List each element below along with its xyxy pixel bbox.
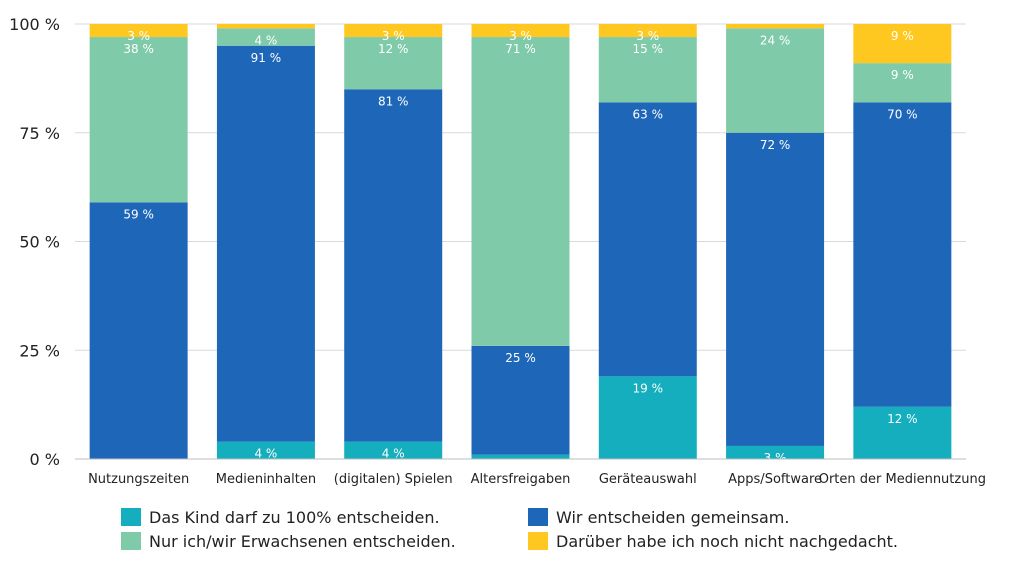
y-tick-label: 25 % (19, 341, 60, 360)
bar-segment (726, 132, 825, 446)
data-label: 81 % (378, 94, 409, 108)
legend-entry: Das Kind darf zu 100% entscheiden. (149, 508, 440, 527)
x-category-label: Medieninhalten (216, 472, 316, 487)
x-category-label: Apps/Software (728, 472, 822, 487)
bar-segment (89, 202, 188, 459)
x-category-label: (digitalen) Spielen (334, 472, 453, 487)
bar-segment (216, 45, 315, 442)
x-category-label: Orten der Mediennutzung (819, 472, 986, 487)
bar-segment (853, 24, 952, 64)
bar-segment (598, 376, 697, 459)
bar-segment (89, 24, 188, 38)
y-tick-label: 50 % (19, 233, 60, 252)
bar-segment (344, 24, 443, 38)
data-label: 91 % (251, 51, 282, 65)
data-label: 24 % (760, 33, 791, 47)
bar-segment (726, 24, 825, 29)
data-label: 9 % (891, 68, 914, 82)
bar-segment (598, 24, 697, 38)
data-label: 3 % (127, 29, 150, 43)
data-label: 72 % (760, 138, 791, 152)
bar-segment (216, 24, 315, 29)
data-label: 25 % (505, 351, 536, 365)
bar-segment (344, 37, 443, 90)
bar-segment (853, 102, 952, 407)
bar-segment (471, 454, 570, 459)
bar-segment (598, 102, 697, 377)
bar-segment (471, 37, 570, 346)
data-label: 1 % (509, 460, 532, 474)
y-tick-label: 0 % (30, 450, 60, 469)
bar-segment (216, 28, 315, 46)
data-label: 4 % (382, 447, 405, 461)
data-label: 63 % (633, 107, 664, 121)
bar-segment (853, 63, 952, 103)
data-label: 12 % (887, 412, 918, 426)
bar-segment (853, 406, 952, 459)
legend-entry: Wir entscheiden gemeinsam. (556, 508, 789, 527)
bar-segment (471, 345, 570, 455)
data-label: 19 % (633, 381, 664, 395)
data-label: 38 % (123, 42, 154, 56)
bar-segment (598, 37, 697, 103)
data-label: 9 % (891, 29, 914, 43)
legend-entry: Nur ich/wir Erwachsenen entscheiden. (149, 532, 456, 551)
data-label: 3 % (382, 29, 405, 43)
bar-segment (344, 441, 443, 459)
legend-swatch (121, 532, 141, 550)
bar-segment (726, 445, 825, 459)
data-label: 12 % (378, 42, 409, 56)
legend-swatch (528, 508, 548, 526)
data-label-layer: 59 %38 %3 %4 %91 %4 %4 %81 %12 %3 %1 %25… (123, 29, 917, 474)
legend: Das Kind darf zu 100% entscheiden. Wir en… (121, 508, 898, 551)
y-tick-label: 100 % (9, 15, 60, 34)
bar-segment (89, 37, 188, 203)
data-label: 70 % (887, 107, 918, 121)
legend-swatch (528, 532, 548, 550)
data-label: 59 % (123, 207, 154, 221)
data-label: 71 % (505, 42, 536, 56)
axis-layer: 0 % 25 % 50 % 75 % 100 % Nutzungszeiten Medien… (9, 15, 986, 487)
x-category-label: Altersfreigaben (471, 472, 571, 487)
bar-segment (344, 89, 443, 442)
legend-swatch (121, 508, 141, 526)
legend-entry: Darüber habe ich noch nicht nachgedacht. (556, 532, 898, 551)
bar-segment (726, 28, 825, 133)
data-label: 4 % (254, 33, 277, 47)
data-label: 3 % (764, 451, 787, 465)
x-category-label: Nutzungszeiten (88, 472, 189, 487)
data-label: 3 % (636, 29, 659, 43)
bar-layer (89, 24, 952, 459)
bar-segment (216, 441, 315, 459)
bar-segment (471, 24, 570, 38)
data-label: 4 % (254, 447, 277, 461)
y-tick-label: 75 % (19, 124, 60, 143)
data-label: 3 % (509, 29, 532, 43)
x-category-label: Geräteauswahl (599, 472, 697, 487)
data-label: 15 % (633, 42, 664, 56)
